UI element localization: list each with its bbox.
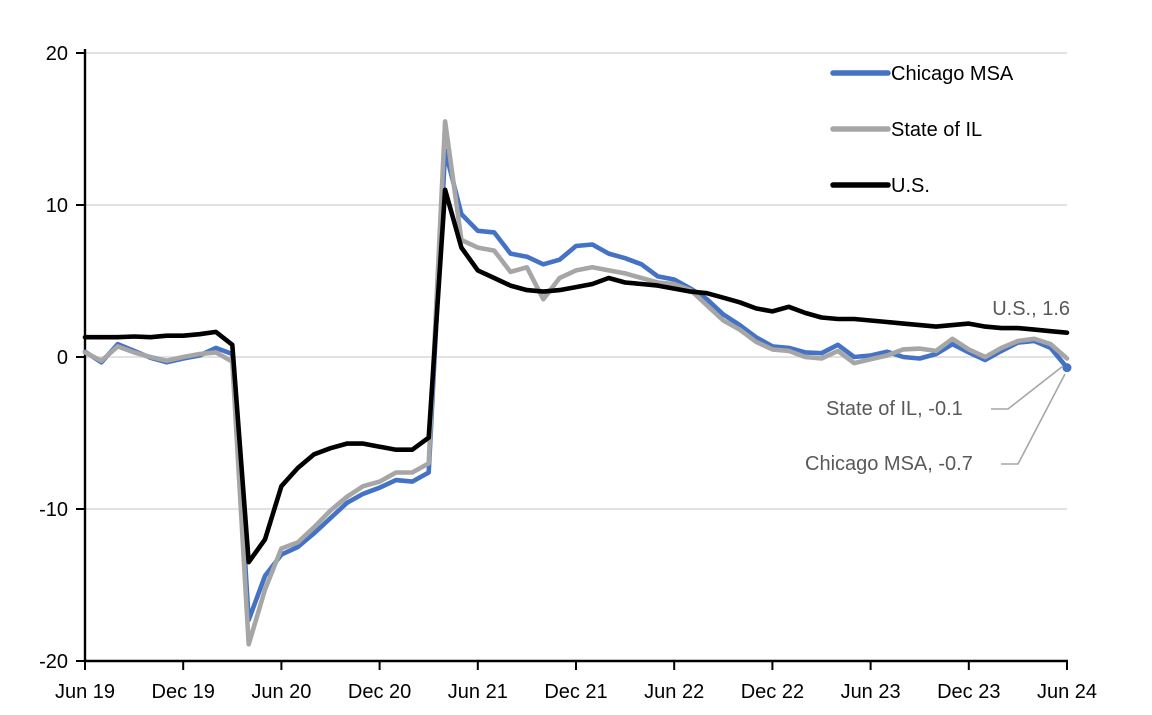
annotation-leader-chicago-msa (1001, 373, 1066, 465)
x-tick-label-jun-23: Jun 23 (841, 681, 901, 703)
legend-label-state-of-il: State of IL (891, 119, 982, 141)
x-tick-label-jun-22: Jun 22 (644, 681, 704, 703)
x-tick-label-dec-22: Dec 22 (741, 681, 804, 703)
x-tick-label-dec-20: Dec 20 (348, 681, 411, 703)
annotation-leader-state-of-il (991, 365, 1064, 410)
legend-label-chicago-msa: Chicago MSA (891, 63, 1014, 85)
legend-label-u-s: U.S. (891, 175, 930, 197)
x-tick-label-jun-19: Jun 19 (55, 681, 115, 703)
x-tick-label-dec-21: Dec 21 (544, 681, 607, 703)
y-tick-label-20: 20 (46, 43, 68, 65)
y-tick-label-0: 0 (57, 347, 68, 369)
series-line-state-of-il (82, 119, 1070, 647)
y-tick-label--20: -20 (39, 651, 68, 673)
annotation-state-of-il: State of IL, -0.1 (826, 398, 963, 420)
annotation-chicago-msa: Chicago MSA, -0.7 (805, 453, 973, 475)
x-tick-label-jun-21: Jun 21 (448, 681, 508, 703)
x-tick-label-jun-20: Jun 20 (251, 681, 311, 703)
x-tick-label-dec-19: Dec 19 (152, 681, 215, 703)
x-tick-label-dec-23: Dec 23 (937, 681, 1000, 703)
y-tick-label-10: 10 (46, 195, 68, 217)
annotation-u-s: U.S., 1.6 (992, 298, 1070, 320)
x-tick-label-jun-24: Jun 24 (1037, 681, 1097, 703)
series-endpoint-dot-chicago-msa (1062, 363, 1072, 373)
series-line-u-s (82, 187, 1070, 565)
y-tick-label--10: -10 (39, 499, 68, 521)
